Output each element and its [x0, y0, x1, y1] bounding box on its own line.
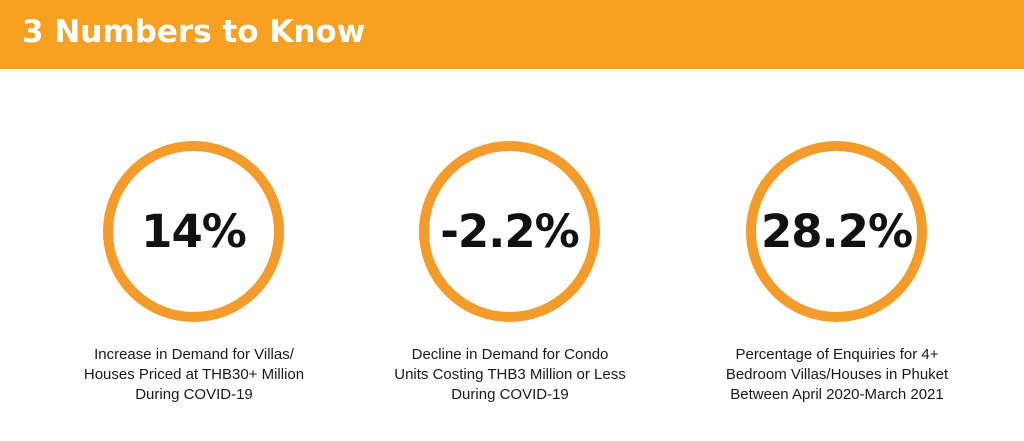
stat-circle-1: 14% — [103, 141, 284, 322]
stat-caption-1-line-1: Increase in Demand for Villas/ — [94, 346, 294, 363]
stat-caption-3-line-1: Percentage of Enquiries for 4+ — [735, 346, 939, 363]
stat-value-3: 28.2% — [760, 205, 913, 258]
stat-caption-2: Decline in Demand for Condo Units Costin… — [360, 345, 660, 405]
stat-circle-2: -2.2% — [419, 141, 600, 322]
stat-caption-1-line-3: During COVID-19 — [135, 386, 253, 403]
stat-circle-3: 28.2% — [746, 141, 927, 322]
stat-caption-2-line-3: During COVID-19 — [451, 386, 569, 403]
stat-caption-3-line-3: Between April 2020-March 2021 — [730, 386, 944, 403]
stat-caption-2-line-1: Decline in Demand for Condo — [411, 346, 609, 363]
stat-caption-1: Increase in Demand for Villas/ Houses Pr… — [44, 345, 344, 405]
stat-caption-1-line-2: Houses Priced at THB30+ Million — [83, 366, 305, 383]
stat-value-2: -2.2% — [440, 205, 579, 258]
stat-value-1: 14% — [141, 205, 247, 258]
stat-caption-3-line-2: Bedroom Villas/Houses in Phuket — [725, 366, 949, 383]
header-banner: 3 Numbers to Know — [0, 0, 1024, 69]
stat-caption-3: Percentage of Enquiries for 4+ Bedroom V… — [687, 345, 987, 405]
stat-caption-2-line-2: Units Costing THB3 Million or Less — [394, 366, 626, 383]
page-title: 3 Numbers to Know — [22, 14, 366, 50]
